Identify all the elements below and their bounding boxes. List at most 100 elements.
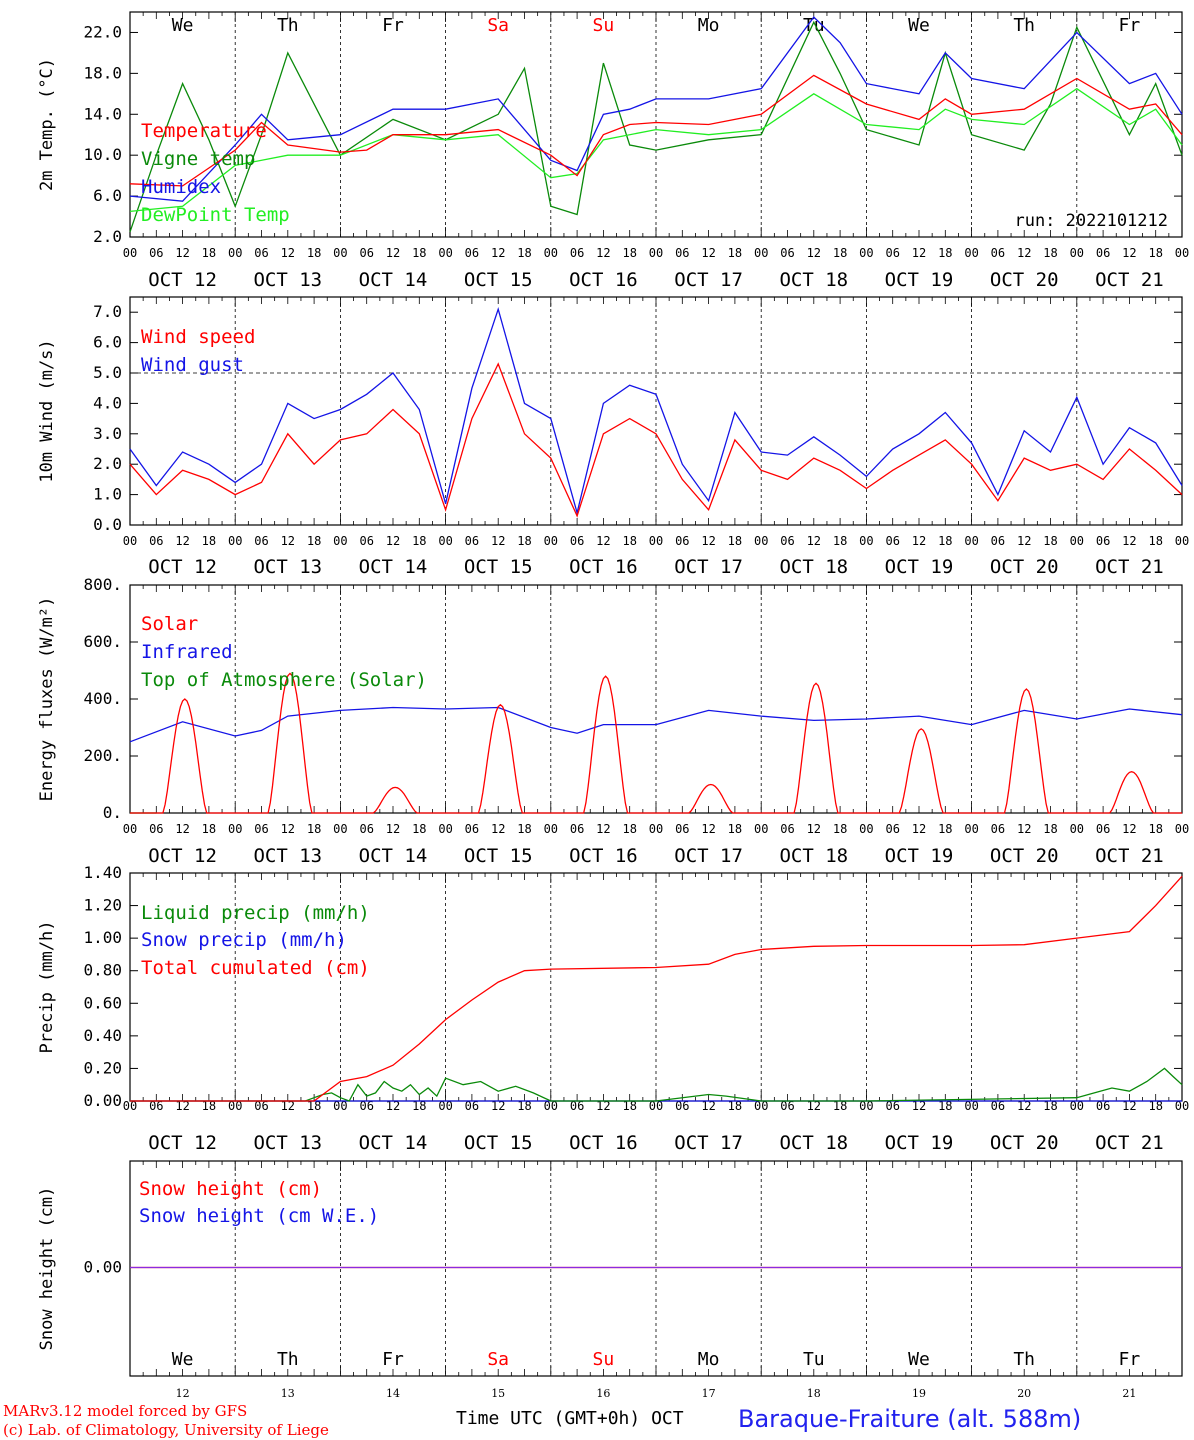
hour-tick-label: 06	[254, 822, 268, 836]
hour-tick-label: 12	[912, 534, 926, 548]
hour-tick-label: 06	[675, 822, 689, 836]
hour-tick-label: 06	[359, 534, 373, 548]
day-name-label: Fr	[382, 1349, 404, 1370]
y-axis-title: Energy fluxes (W/m²)	[37, 597, 57, 802]
hour-tick-label: 12	[175, 822, 189, 836]
panel-1: 2.0 6.0 10.0 14.0 18.0 22.0 2m Temp. (°C) 00 06 1…	[37, 11, 1189, 291]
legend-entry: Snow height (cm)	[139, 1178, 322, 1200]
hour-tick-label: 12	[701, 1099, 715, 1113]
date-label: OCT 14	[359, 845, 428, 867]
hour-tick-label: 18	[1043, 822, 1057, 836]
legend-entry: Vigne temp	[141, 148, 255, 170]
hour-tick-label: 12	[1017, 1099, 1031, 1113]
day-name-label: Fr	[1119, 1349, 1141, 1370]
hour-tick-label: 12	[1122, 822, 1136, 836]
y-tick-label: 1.0	[93, 485, 122, 504]
hour-tick-label: 06	[1096, 1099, 1110, 1113]
hour-tick-label: 18	[622, 1099, 636, 1113]
y-tick-label: 2.0	[93, 454, 122, 473]
date-label: OCT 21	[1095, 269, 1164, 291]
date-label: OCT 19	[885, 556, 954, 578]
hour-tick-label: 00	[438, 534, 452, 548]
hour-tick-label: 00	[859, 246, 873, 260]
day-name-label: Mo	[698, 15, 720, 36]
hour-tick-label: 18	[938, 1099, 952, 1113]
hour-tick-label: 00	[123, 246, 137, 260]
day-number-label: 15	[491, 1387, 505, 1400]
hour-tick-label: 12	[1122, 1099, 1136, 1113]
hour-tick-label: 18	[517, 822, 531, 836]
hour-tick-label: 18	[1043, 246, 1057, 260]
y-tick-label: 600.	[83, 632, 122, 651]
hour-tick-label: 18	[517, 534, 531, 548]
date-label: OCT 12	[148, 1132, 217, 1154]
date-label: OCT 12	[148, 269, 217, 291]
hour-tick-label: 06	[780, 1099, 794, 1113]
date-label: OCT 21	[1095, 1132, 1164, 1154]
hour-tick-label: 00	[649, 534, 663, 548]
hour-tick-label: 18	[202, 534, 216, 548]
hour-tick-label: 12	[491, 534, 505, 548]
y-tick-label: 22.0	[83, 22, 122, 41]
hour-tick-label: 18	[412, 822, 426, 836]
hour-tick-label: 18	[938, 246, 952, 260]
day-name-label: Fr	[382, 15, 404, 36]
hour-tick-label: 00	[754, 534, 768, 548]
day-name-label: We	[172, 15, 194, 36]
date-label: OCT 18	[779, 269, 848, 291]
wind-gust-line	[129, 306, 1183, 516]
date-label: OCT 15	[464, 845, 533, 867]
y-tick-label: 0.80	[83, 961, 122, 980]
date-label: OCT 13	[253, 1132, 322, 1154]
vigne-temp-line	[129, 20, 1183, 233]
infrared-line	[129, 706, 1183, 743]
y-axis-title: Snow height (cm)	[37, 1187, 57, 1351]
panel-5: 0.00 Snow height (cm) Snow height (cm) Snow…	[37, 1160, 1183, 1400]
day-number-label: 12	[176, 1387, 190, 1400]
hour-tick-label: 06	[991, 534, 1005, 548]
hour-tick-label: 12	[1017, 246, 1031, 260]
hour-tick-label: 18	[833, 534, 847, 548]
date-label: OCT 14	[359, 556, 428, 578]
hour-tick-label: 00	[964, 246, 978, 260]
hour-tick-label: 12	[1122, 534, 1136, 548]
hour-tick-label: 00	[649, 246, 663, 260]
hour-tick-label: 00	[123, 534, 137, 548]
hour-tick-label: 00	[228, 822, 242, 836]
date-label: OCT 13	[253, 845, 322, 867]
hour-tick-label: 00	[649, 1099, 663, 1113]
hour-tick-label: 06	[1096, 822, 1110, 836]
y-axis-title: Precip (mm/h)	[37, 920, 57, 1053]
date-label: OCT 15	[464, 269, 533, 291]
hour-tick-label: 00	[333, 1099, 347, 1113]
y-tick-label: 200.	[83, 746, 122, 765]
hour-tick-label: 06	[465, 1099, 479, 1113]
hour-tick-label: 12	[807, 534, 821, 548]
day-number-label: 18	[807, 1387, 821, 1400]
date-label: OCT 14	[359, 1132, 428, 1154]
hour-tick-label: 12	[596, 822, 610, 836]
hour-tick-label: 06	[465, 822, 479, 836]
hour-tick-label: 06	[780, 822, 794, 836]
hour-tick-label: 00	[1070, 1099, 1084, 1113]
time-axis-title: Time UTC (GMT+0h) OCT	[456, 1408, 684, 1429]
hour-tick-label: 06	[1096, 534, 1110, 548]
panel-3: 0. 200. 400. 600. 800. Energy fluxes (W/m²) 00…	[37, 575, 1189, 867]
y-tick-label: 18.0	[83, 63, 122, 82]
hour-tick-label: 12	[807, 246, 821, 260]
hour-tick-label: 12	[491, 1099, 505, 1113]
y-tick-label: 1.00	[83, 928, 122, 947]
hour-tick-label: 12	[1017, 534, 1031, 548]
legend-entry: Top of Atmosphere (Solar)	[141, 669, 427, 691]
y-tick-label: 6.0	[93, 186, 122, 205]
hour-tick-label: 00	[754, 246, 768, 260]
hour-tick-label: 18	[728, 534, 742, 548]
hour-tick-label: 00	[438, 1099, 452, 1113]
y-tick-label: 0.00	[83, 1258, 122, 1277]
hour-tick-label: 12	[491, 246, 505, 260]
hour-tick-label: 18	[202, 1099, 216, 1113]
dewpoint-line	[129, 87, 1183, 213]
hour-tick-label: 12	[912, 246, 926, 260]
hour-tick-label: 00	[123, 822, 137, 836]
